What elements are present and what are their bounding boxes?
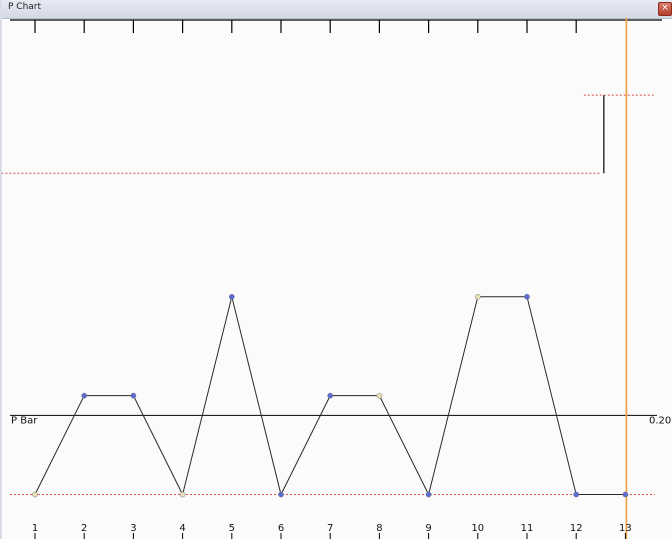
- data-point: [622, 491, 629, 498]
- data-points: [32, 293, 629, 498]
- x-tick-label: 11: [521, 523, 534, 534]
- data-point: [376, 392, 383, 399]
- data-point: [425, 491, 432, 498]
- data-point: [179, 491, 186, 498]
- data-point: [327, 392, 334, 399]
- top-axis-ticks: [10, 19, 662, 33]
- x-tick-label: 1: [32, 523, 38, 534]
- x-tick-label: 2: [81, 523, 87, 534]
- x-tick-label: 9: [425, 523, 431, 534]
- x-tick-label: 3: [130, 523, 136, 534]
- control-limits: [2, 94, 655, 496]
- data-point: [228, 293, 235, 300]
- data-point: [524, 293, 530, 300]
- data-point: [81, 392, 88, 399]
- p-bar-value-label: 0.20: [649, 415, 671, 426]
- x-tick-label: 13: [619, 523, 632, 534]
- window-title: P Chart: [8, 2, 42, 12]
- x-tick-label: 6: [278, 523, 284, 534]
- x-tick-label: 8: [376, 523, 382, 534]
- x-tick-label: 7: [327, 523, 333, 534]
- bottom-axis: 1 2 3 4 5 6 7 8 9 10 11 12 13: [32, 523, 632, 539]
- data-point: [573, 491, 580, 498]
- data-point: [32, 491, 38, 498]
- x-tick-label: 12: [570, 523, 583, 534]
- p-bar-label: P Bar: [11, 415, 38, 426]
- data-point: [474, 293, 481, 300]
- data-point: [130, 392, 137, 399]
- data-point: [278, 491, 284, 498]
- x-tick-label: 10: [471, 523, 484, 534]
- x-tick-label: 5: [229, 523, 235, 534]
- title-bar[interactable]: P Chart ×: [2, 0, 672, 19]
- x-tick-label: 4: [179, 523, 185, 534]
